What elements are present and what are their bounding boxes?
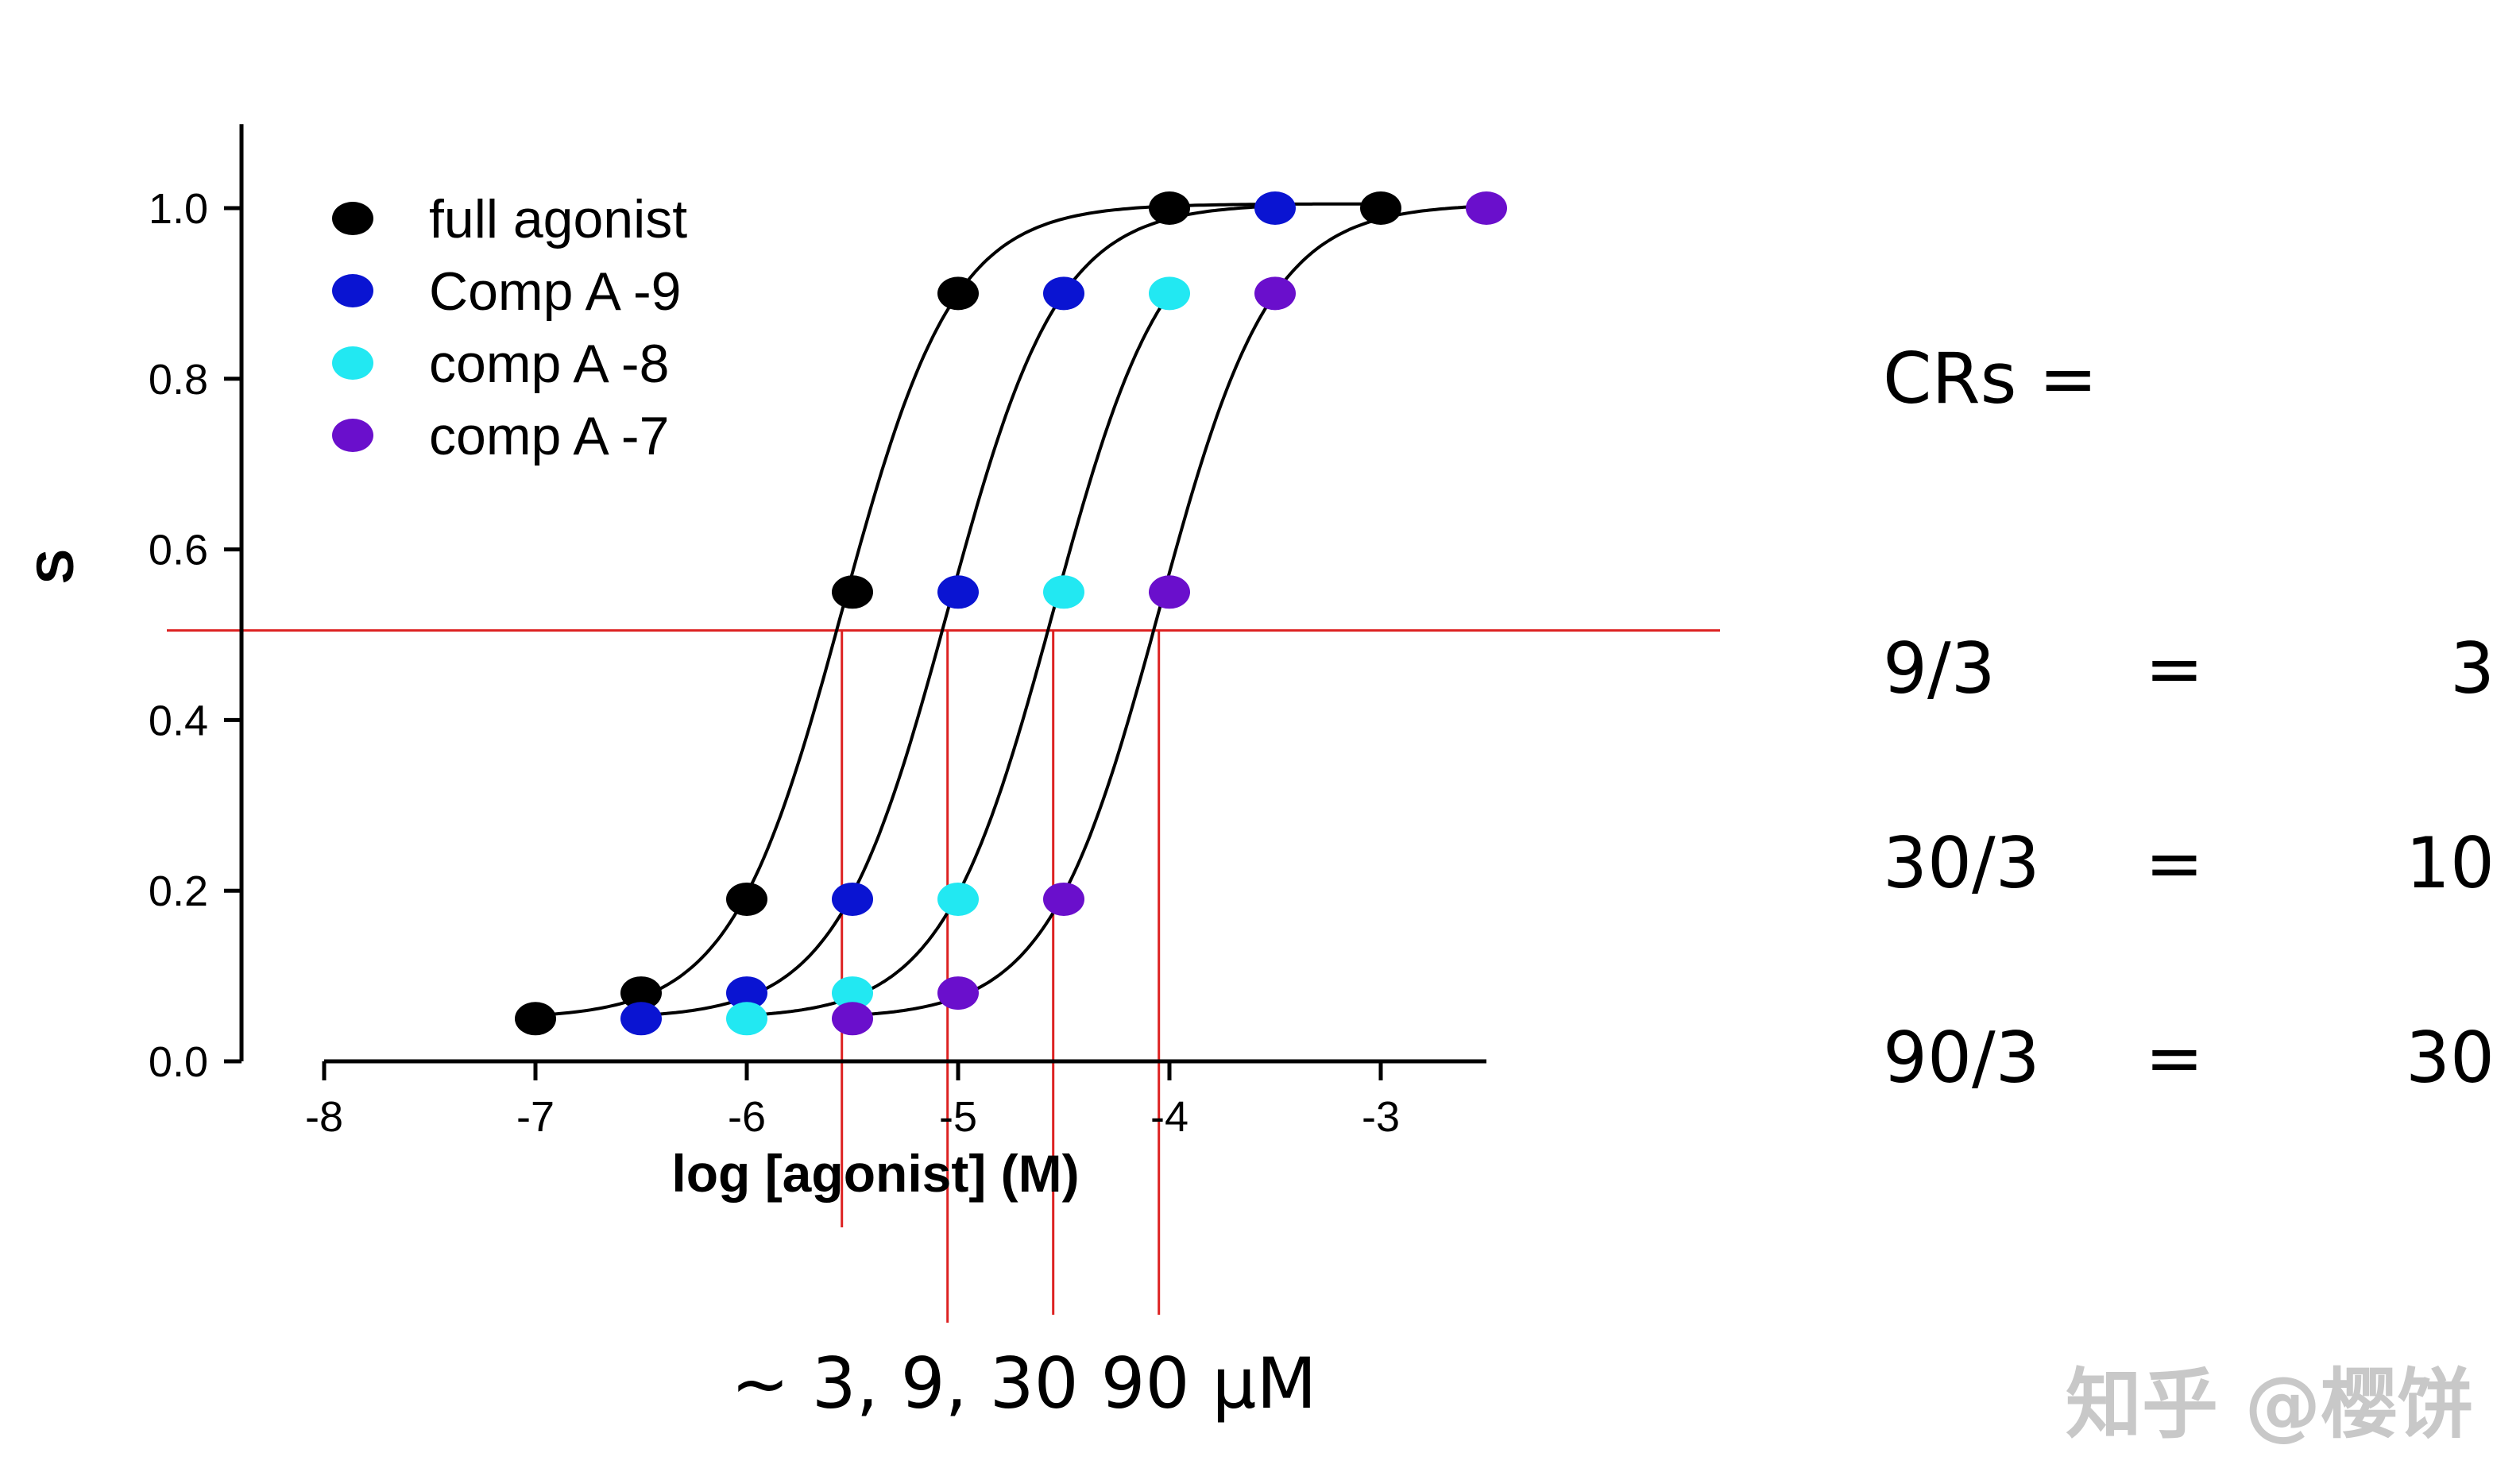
y-tick-label: 0.8 <box>149 356 208 404</box>
data-point-series-4 <box>1149 575 1190 609</box>
data-point-series-1 <box>1360 191 1401 225</box>
data-point-series-1 <box>620 976 662 1010</box>
cr-eq-2: = <box>2145 822 2204 904</box>
y-tick-label: 0.0 <box>149 1038 208 1086</box>
y-tick-label: 1.0 <box>149 185 208 233</box>
x-tick-label: -7 <box>516 1093 555 1141</box>
legend-marker-1 <box>332 202 373 235</box>
data-point-series-2 <box>620 1002 662 1036</box>
legend-label-4: comp A -7 <box>429 406 669 466</box>
x-tick-label: -8 <box>305 1093 343 1141</box>
data-point-series-4 <box>832 1002 873 1036</box>
cr-value-3: 30 <box>2406 1017 2495 1099</box>
data-point-series-1 <box>832 575 873 609</box>
data-point-series-1 <box>937 276 979 311</box>
data-point-series-2 <box>726 976 767 1010</box>
data-point-series-1 <box>515 1002 556 1036</box>
data-point-series-2 <box>1254 191 1296 225</box>
data-point-series-3 <box>1043 575 1084 609</box>
cr-ratio-3: 90/3 <box>1883 1017 2040 1099</box>
legend-label-1: full agonist <box>429 189 687 249</box>
legend-marker-3 <box>332 346 373 380</box>
cr-eq-1: = <box>2145 628 2204 709</box>
legend-marker-4 <box>332 419 373 452</box>
y-tick-label: 0.6 <box>149 527 208 574</box>
legend-label-2: Comp A -9 <box>429 261 682 322</box>
watermark: 知乎 @樱饼 <box>2066 1360 2474 1449</box>
x-tick-label: -3 <box>1362 1093 1400 1141</box>
crs-label: CRs = <box>1883 338 2098 419</box>
data-point-series-4 <box>1043 882 1084 916</box>
x-tick-label: -4 <box>1150 1093 1188 1141</box>
data-point-series-1 <box>726 882 767 916</box>
y-tick-label: 0.4 <box>149 697 208 744</box>
data-point-series-2 <box>1043 276 1084 311</box>
concentration-note: ~ 3, 9, 30 90 μM <box>731 1343 1317 1424</box>
y-axis-title: S <box>25 549 84 584</box>
cr-eq-3: = <box>2145 1017 2204 1099</box>
x-tick-label: -6 <box>728 1093 766 1141</box>
cr-ratio-2: 30/3 <box>1883 822 2040 904</box>
data-point-series-4 <box>1466 191 1507 225</box>
data-point-series-2 <box>832 882 873 916</box>
data-point-series-3 <box>937 882 979 916</box>
x-axis-title: log [agonist] (M) <box>671 1144 1079 1203</box>
data-point-series-3 <box>1149 276 1190 311</box>
cr-value-1: 3 <box>2450 628 2495 709</box>
data-point-series-4 <box>1254 276 1296 311</box>
cr-ratio-1: 9/3 <box>1883 628 1996 709</box>
legend: full agonist Comp A -9 comp A -8 comp A -7 <box>332 189 687 466</box>
data-point-series-3 <box>832 976 873 1010</box>
data-points <box>515 191 1507 1036</box>
data-point-series-2 <box>937 575 979 609</box>
data-point-series-1 <box>1149 191 1190 225</box>
data-point-series-4 <box>937 976 979 1010</box>
axes: 0.0 0.2 0.4 0.6 0.8 1.0 -8 -7 -6 -5 -4 -3 <box>149 124 1486 1141</box>
cr-value-2: 10 <box>2406 822 2495 904</box>
x-tick-label: -5 <box>939 1093 977 1141</box>
legend-marker-2 <box>332 274 373 307</box>
data-point-series-3 <box>726 1002 767 1036</box>
legend-label-3: comp A -8 <box>429 334 669 394</box>
y-tick-label: 0.2 <box>149 867 208 915</box>
